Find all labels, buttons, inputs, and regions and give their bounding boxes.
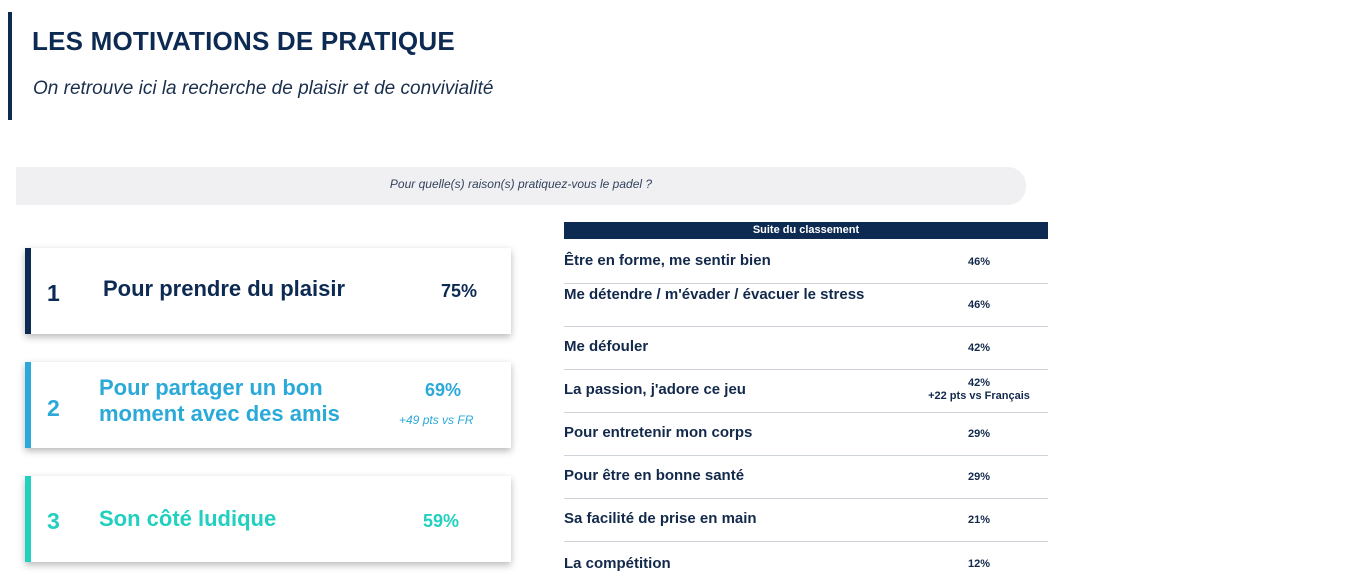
- table-row: Pour entretenir mon corps 29%: [564, 412, 1048, 456]
- table-row: Être en forme, me sentir bien 46%: [564, 240, 1048, 284]
- row-label: Pour entretenir mon corps: [564, 424, 753, 441]
- card-accent-bar: [25, 248, 31, 334]
- reason-percent: 69%: [425, 380, 462, 400]
- reason-label: Son côté ludique: [99, 506, 277, 531]
- table-row: La passion, j'adore ce jeu 42% +22 pts v…: [564, 369, 1048, 413]
- row-label: Me détendre / m'évader / évacuer le stre…: [564, 286, 865, 303]
- question-banner: Pour quelle(s) raison(s) pratiquez-vous …: [16, 167, 1026, 205]
- reason-label-line1: Pour partager un bon: [99, 375, 323, 400]
- table-row: Sa facilité de prise en main 21%: [564, 498, 1048, 542]
- row-value: 21%: [967, 514, 991, 526]
- row-label: La compétition: [564, 555, 671, 572]
- reason-card-2: 2 Pour partager un bon moment avec des a…: [25, 362, 511, 448]
- table-row: Me détendre / m'évader / évacuer le stre…: [564, 283, 1048, 327]
- ranking-table-header: Suite du classement: [564, 222, 1048, 239]
- row-label: Sa facilité de prise en main: [564, 510, 757, 527]
- row-value: 42%: [967, 377, 991, 389]
- row-value: 46%: [967, 299, 991, 311]
- reason-card-1: 1 Pour prendre du plaisir 75%: [25, 248, 511, 334]
- row-label: La passion, j'adore ce jeu: [564, 381, 746, 398]
- reason-label: Pour prendre du plaisir: [103, 276, 346, 301]
- reason-label-line2: moment avec des amis: [99, 401, 340, 426]
- row-value: 46%: [967, 256, 991, 268]
- row-note: +22 pts vs Français: [928, 390, 1030, 402]
- table-row: Me défouler 42%: [564, 326, 1048, 370]
- reason-note: +49 pts vs FR: [399, 413, 474, 427]
- reason-percent: 59%: [423, 511, 460, 531]
- row-value: 42%: [967, 342, 991, 354]
- table-row: Pour être en bonne santé 29%: [564, 455, 1048, 499]
- page-title: LES MOTIVATIONS DE PRATIQUE: [32, 26, 455, 56]
- row-value: 12%: [967, 558, 991, 570]
- row-value: 29%: [967, 471, 991, 483]
- table-row: La compétition 12%: [564, 541, 1048, 584]
- card-accent-bar: [25, 362, 31, 448]
- reason-percent: 75%: [441, 281, 478, 301]
- rank-number: 2: [47, 395, 60, 421]
- question-text: Pour quelle(s) raison(s) pratiquez-vous …: [389, 177, 653, 191]
- page-subtitle: On retrouve ici la recherche de plaisir …: [33, 78, 494, 99]
- row-label: Être en forme, me sentir bien: [564, 252, 771, 269]
- card-accent-bar: [25, 476, 31, 562]
- title-accent-bar: [8, 12, 12, 120]
- rank-number: 1: [47, 280, 60, 306]
- reason-card-3: 3 Son côté ludique 59%: [25, 476, 511, 562]
- rank-number: 3: [47, 508, 60, 534]
- row-label: Me défouler: [564, 338, 649, 355]
- row-value: 29%: [967, 428, 991, 440]
- row-label: Pour être en bonne santé: [564, 467, 745, 484]
